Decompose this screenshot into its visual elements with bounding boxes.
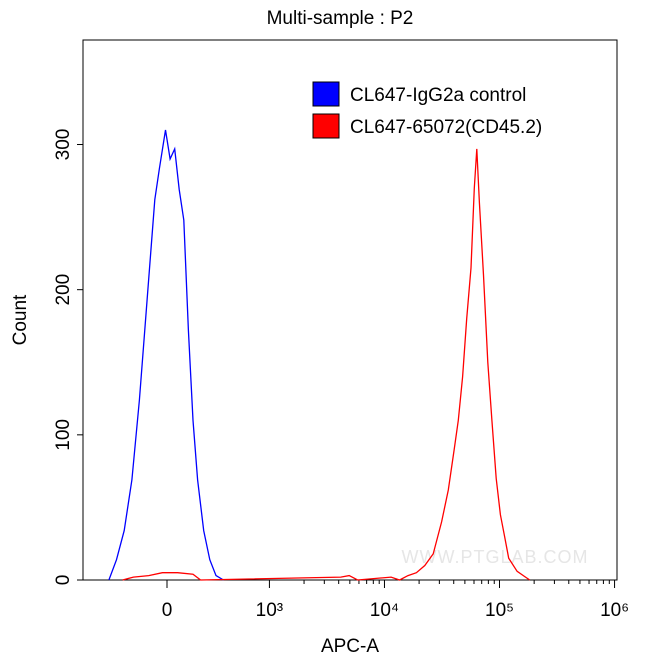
legend-label: CL647-IgG2a control bbox=[350, 85, 526, 106]
legend-swatch bbox=[312, 81, 340, 107]
legend-swatch bbox=[312, 113, 340, 139]
y-tick-label: 100 bbox=[53, 419, 74, 451]
histogram-line bbox=[108, 129, 224, 581]
y-axis-label: Count bbox=[10, 294, 31, 345]
histogram-line bbox=[122, 148, 531, 581]
y-tick-label: 300 bbox=[53, 129, 74, 161]
x-tick-label: 10⁶ bbox=[600, 600, 629, 621]
x-tick-label: 10⁴ bbox=[370, 600, 399, 621]
x-tick-label: 10⁵ bbox=[485, 600, 514, 621]
x-tick-label: 10³ bbox=[256, 600, 283, 621]
y-tick-label: 0 bbox=[53, 575, 74, 586]
legend-label: CL647-65072(CD45.2) bbox=[350, 117, 542, 138]
y-tick-label: 200 bbox=[53, 274, 74, 306]
x-axis-label: APC-A bbox=[321, 636, 379, 657]
x-tick-label: 0 bbox=[162, 600, 173, 621]
watermark: WWW.PTGLAB.COM bbox=[402, 547, 589, 567]
chart-title: Multi-sample : P2 bbox=[267, 8, 414, 29]
